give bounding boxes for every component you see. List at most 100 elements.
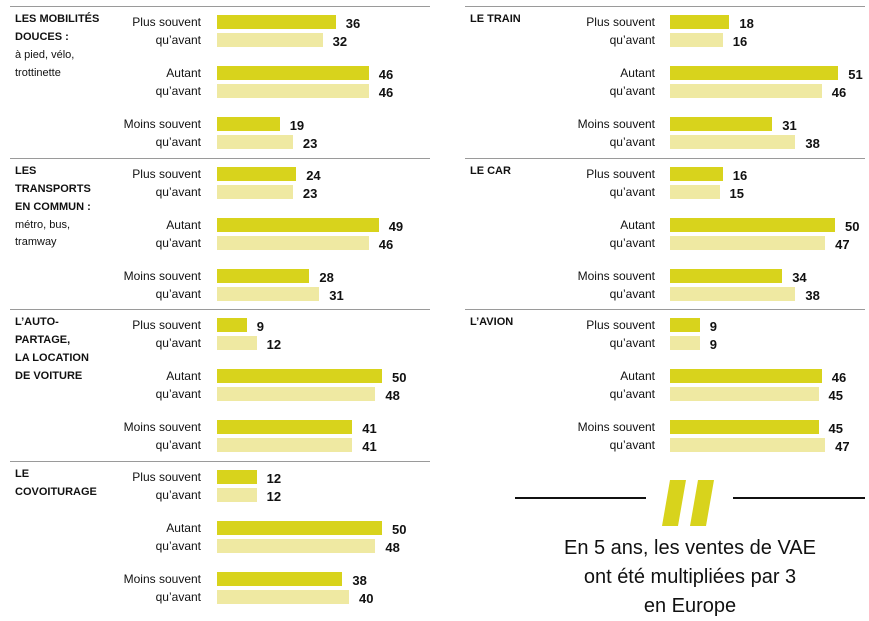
- value-label: 47: [835, 439, 850, 455]
- value-label: 46: [831, 370, 847, 386]
- bar: [217, 572, 343, 587]
- category-label: qu’avant: [155, 235, 201, 250]
- chart-subtitle: tramway: [15, 236, 57, 249]
- chart-title: TRANSPORTS: [15, 182, 91, 195]
- category-label: qu’avant: [155, 336, 201, 351]
- category-label: qu’avant: [155, 184, 201, 199]
- category-label: qu’avant: [609, 235, 655, 250]
- quote-line: ont été multipliées par 3: [583, 566, 797, 588]
- category-label: Plus souvent: [586, 166, 655, 181]
- value-label: 49: [388, 218, 404, 234]
- bar: [217, 539, 376, 554]
- category-label: qu’avant: [609, 387, 655, 402]
- value-label: 46: [831, 85, 847, 100]
- separator: [10, 309, 430, 311]
- bar: [217, 336, 257, 351]
- chart-title: L’AUTO-: [15, 316, 59, 329]
- category-label: qu’avant: [609, 33, 655, 47]
- value-label: 34: [792, 269, 807, 285]
- value-label: 46: [378, 67, 394, 82]
- bar: [670, 318, 700, 333]
- value-label: 31: [782, 118, 797, 133]
- category-label: Autant: [620, 369, 655, 384]
- category-label: qu’avant: [155, 438, 201, 453]
- separator: [465, 309, 865, 311]
- value-label: 12: [266, 337, 282, 353]
- quote-mark: [662, 480, 714, 526]
- chart-title: LES: [15, 164, 37, 177]
- value-label: 51: [848, 67, 863, 82]
- bar: [670, 268, 783, 283]
- value-label: 50: [392, 522, 407, 538]
- category-label: qu’avant: [155, 286, 201, 301]
- chart-subtitle: trottinette: [15, 66, 61, 79]
- bar: [217, 438, 353, 453]
- bar: [217, 135, 293, 149]
- value-label: 16: [732, 167, 748, 183]
- category-label: Moins souvent: [577, 268, 655, 283]
- value-label: 12: [266, 489, 282, 505]
- bar: [670, 33, 723, 47]
- chart-title: L’AVION: [470, 316, 514, 329]
- value-label: 9: [256, 319, 264, 335]
- bar: [217, 521, 382, 536]
- category-label: qu’avant: [155, 84, 201, 98]
- bar: [670, 369, 822, 384]
- bar: [670, 66, 839, 80]
- quote-rule: [733, 497, 865, 499]
- category-label: Autant: [166, 369, 201, 384]
- value-label: 48: [385, 540, 400, 556]
- bar: [217, 286, 320, 301]
- value-label: 19: [289, 118, 305, 133]
- bar: [217, 488, 257, 503]
- chart-title: LA LOCATION: [15, 352, 89, 365]
- chart-title: LES MOBILITÉS: [15, 13, 100, 25]
- bar: [670, 420, 819, 435]
- value-label: 41: [362, 421, 377, 437]
- bar: [670, 15, 730, 29]
- category-label: qu’avant: [609, 84, 655, 98]
- category-label: qu’avant: [609, 135, 655, 149]
- category-label: Plus souvent: [132, 166, 201, 181]
- bar: [217, 387, 376, 402]
- value-label: 28: [319, 269, 334, 285]
- value-label: 47: [835, 236, 850, 252]
- bar: [670, 336, 700, 351]
- bar: [217, 166, 297, 181]
- category-label: qu’avant: [155, 33, 201, 47]
- value-label: 18: [739, 16, 754, 31]
- value-label: 45: [828, 388, 843, 404]
- page: {"chart_data": [ {"type": "bar", "title"…: [10, 6, 865, 617]
- category-label: Plus souvent: [586, 15, 655, 29]
- category-label: Moins souvent: [123, 117, 201, 131]
- category-label: Plus souvent: [586, 318, 655, 333]
- value-label: 9: [709, 337, 717, 353]
- value-label: 38: [352, 573, 367, 589]
- bar: [217, 235, 369, 250]
- bar: [217, 15, 336, 29]
- value-label: 46: [378, 85, 394, 100]
- value-label: 36: [345, 16, 361, 31]
- chart-title: LE: [15, 468, 30, 481]
- category-label: Autant: [620, 217, 655, 232]
- chart-title: COVOITURAGE: [15, 486, 97, 499]
- value-label: 9: [709, 319, 717, 335]
- bar: [670, 387, 819, 402]
- category-label: Plus souvent: [132, 470, 201, 485]
- bar: [217, 66, 369, 80]
- chart-title: PARTAGE,: [15, 334, 71, 347]
- bar: [217, 33, 323, 47]
- chart-title: LE CAR: [470, 164, 511, 177]
- category-label: Moins souvent: [123, 420, 201, 435]
- category-label: Autant: [166, 521, 201, 536]
- bar: [217, 184, 293, 199]
- quote-rule: [515, 497, 646, 499]
- category-label: qu’avant: [609, 286, 655, 301]
- category-label: Plus souvent: [132, 318, 201, 333]
- bar: [670, 166, 723, 181]
- category-label: qu’avant: [609, 184, 655, 199]
- chart-title: DE VOITURE: [15, 370, 83, 383]
- bar: [217, 470, 257, 485]
- separator: [10, 461, 430, 463]
- bar: [670, 286, 796, 301]
